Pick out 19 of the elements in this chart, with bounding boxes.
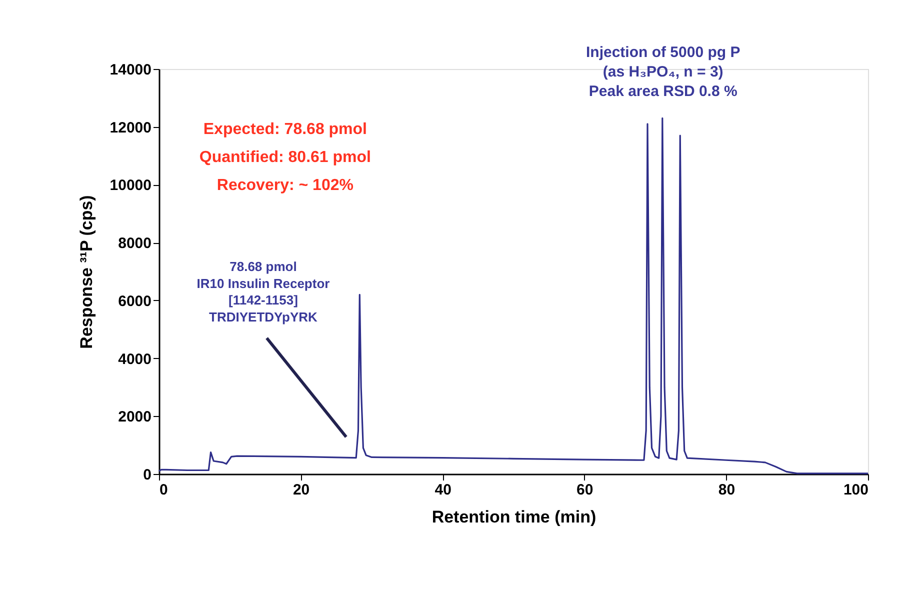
y-tick-label: 14000 <box>110 62 152 78</box>
y-tick-label: 4000 <box>118 350 152 368</box>
y-tick-label: 2000 <box>118 408 152 426</box>
x-axis-title: Retention time (min) <box>432 508 596 526</box>
y-tick-label: 12000 <box>110 119 152 136</box>
y-tick-label: 10000 <box>110 177 152 194</box>
y-tick-label: 6000 <box>118 292 152 310</box>
x-tick-label: 40 <box>434 482 452 498</box>
annotation: Expected: 78.68 pmol Quantified: 80.61 pmol Recovery: ~ 102% <box>199 120 371 194</box>
annotation: 78.68 pmol IR10 Insulin Receptor [1142-1153] TRDIYETDYpYRK <box>196 258 330 325</box>
y-tick-label: 0 <box>143 466 152 484</box>
y-axis-title: Response ³¹P (cps) <box>76 195 96 349</box>
x-tick-label: 20 <box>292 482 310 498</box>
x-tick-label: 60 <box>576 482 594 498</box>
x-tick-label: 100 <box>843 482 868 498</box>
annotation: Injection of 5000 pg P (as H₃PO₄, n = 3) Peak area RSD 0.8 % <box>586 44 740 100</box>
y-tick-label: 8000 <box>118 235 152 252</box>
x-tick-label: 80 <box>718 482 736 498</box>
x-tick-label: 0 <box>160 482 168 498</box>
